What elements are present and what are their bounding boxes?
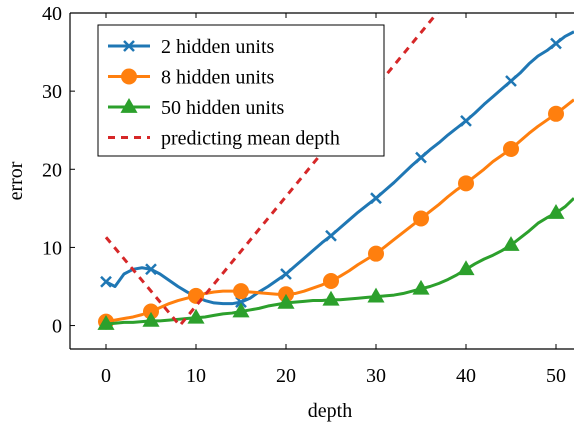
- data-point: [458, 175, 474, 192]
- legend-marker: [120, 98, 138, 113]
- data-point: [235, 296, 247, 308]
- data-point: [100, 275, 112, 288]
- data-point: [323, 273, 339, 290]
- data-point: [145, 263, 157, 276]
- data-point: [550, 37, 562, 50]
- data-point: [233, 283, 249, 300]
- legend-entry: 50 hidden units: [108, 97, 285, 119]
- legend-entry: predicting mean depth: [108, 128, 340, 150]
- data-point: [415, 151, 427, 164]
- data-point: [322, 290, 340, 306]
- data-point: [97, 314, 115, 330]
- data-point: [505, 75, 517, 87]
- data-point: [280, 268, 292, 280]
- x-tick-label: 50: [546, 365, 566, 387]
- data-point: [457, 260, 475, 276]
- data-point: [370, 192, 382, 205]
- data-point: [460, 114, 472, 127]
- series-line-3: [105, 197, 574, 326]
- data-point: [412, 279, 430, 295]
- y-tick-label: 30: [42, 81, 62, 103]
- data-point: [142, 311, 160, 327]
- data-point: [367, 287, 385, 303]
- series-3: [97, 197, 574, 330]
- data-point: [187, 308, 205, 324]
- data-point: [503, 140, 519, 157]
- axes: 0 10 20 30 40 50 0 10 20 30 40: [42, 3, 574, 387]
- y-tick-label: 40: [42, 3, 62, 25]
- x-tick-label: 30: [366, 365, 386, 387]
- data-point: [277, 293, 295, 309]
- data-point: [325, 229, 337, 242]
- legend-label: 50 hidden units: [161, 97, 285, 119]
- legend-entry: 2 hidden units: [108, 36, 275, 58]
- series-line-1: [105, 30, 574, 306]
- data-point: [413, 210, 429, 227]
- data-point: [232, 302, 250, 318]
- legend-marker: [121, 68, 137, 85]
- legend-label: 2 hidden units: [161, 36, 275, 58]
- data-point: [502, 236, 520, 251]
- legend-marker: [123, 40, 135, 52]
- y-tick-label: 10: [42, 237, 62, 259]
- x-tick-label: 10: [186, 365, 206, 387]
- data-point: [547, 204, 565, 219]
- y-axis-label: error: [5, 161, 27, 200]
- data-point: [548, 105, 564, 122]
- x-tick-label: 20: [276, 365, 296, 387]
- legend-label: 8 hidden units: [161, 67, 275, 89]
- x-axis-label: depth: [308, 400, 352, 422]
- legend: 2 hidden units 8 hidden units 50 hidden un…: [97, 24, 385, 157]
- legend-entry: 8 hidden units: [108, 67, 275, 89]
- data-point: [188, 287, 204, 304]
- legend-label: predicting mean depth: [161, 128, 340, 150]
- y-tick-label: 20: [42, 159, 62, 181]
- data-point: [143, 303, 159, 320]
- y-tick-label: 0: [52, 316, 62, 338]
- x-tick-label: 40: [456, 365, 476, 387]
- series-line-2: [105, 98, 574, 324]
- data-point: [368, 245, 384, 262]
- x-tick-label: 0: [101, 365, 111, 387]
